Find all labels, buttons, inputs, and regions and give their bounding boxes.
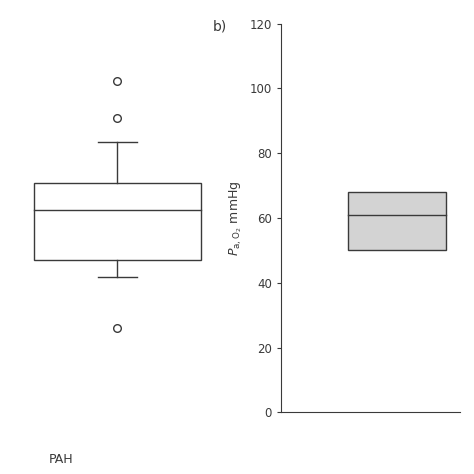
Bar xyxy=(34,182,201,260)
Text: PAH: PAH xyxy=(48,453,73,466)
Text: b): b) xyxy=(213,20,228,34)
Bar xyxy=(348,192,447,250)
Y-axis label: $\it{P}_\mathregular{a,O_2}$ mmHg: $\it{P}_\mathregular{a,O_2}$ mmHg xyxy=(228,180,244,256)
